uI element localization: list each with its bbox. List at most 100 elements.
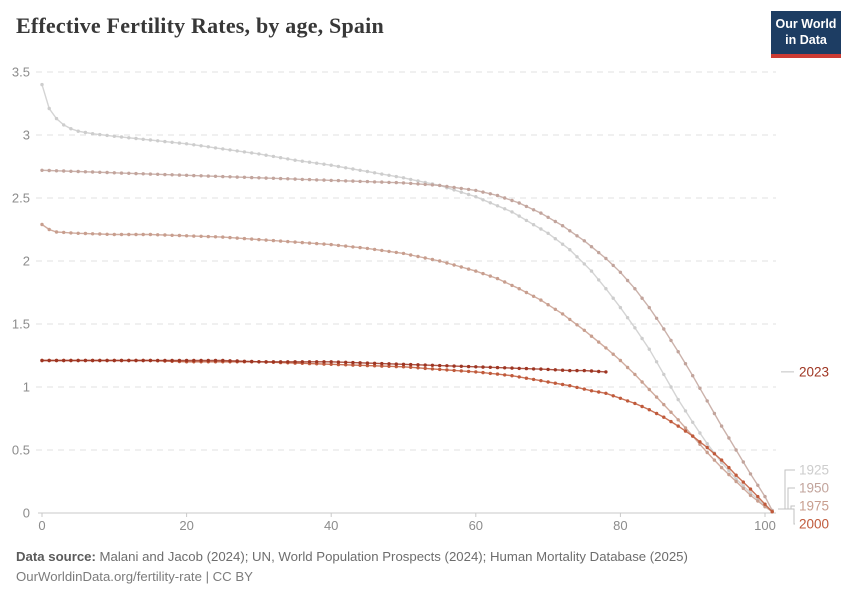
series-marker — [560, 368, 565, 372]
series-marker — [90, 132, 95, 136]
series-marker — [597, 390, 601, 394]
series-marker — [495, 193, 500, 198]
series-marker — [691, 434, 695, 438]
series-marker — [307, 177, 312, 182]
series-path-1950[interactable] — [41, 169, 773, 511]
series-marker — [474, 365, 478, 369]
data-source-label: Data source: — [16, 549, 96, 564]
series-marker — [430, 363, 435, 367]
series-marker — [734, 479, 738, 484]
series-marker — [40, 168, 44, 172]
series-marker — [741, 486, 745, 491]
series-marker — [553, 307, 557, 311]
series-marker — [47, 358, 51, 363]
series-marker — [582, 368, 586, 373]
series-marker — [531, 294, 536, 298]
series-marker — [481, 198, 485, 202]
series-marker — [336, 178, 341, 183]
series-marker — [676, 350, 680, 354]
series-marker — [105, 232, 109, 236]
series-marker — [734, 473, 738, 477]
series-marker — [748, 493, 753, 498]
series-marker — [416, 182, 420, 186]
series-marker — [517, 214, 521, 218]
series-marker — [430, 183, 435, 187]
line-series-2023[interactable] — [40, 358, 608, 374]
series-marker — [344, 179, 348, 183]
series-marker — [618, 305, 623, 310]
series-marker — [315, 360, 319, 364]
series-marker — [575, 385, 579, 390]
y-axis-tick-label: 3.5 — [12, 65, 30, 80]
series-marker — [192, 358, 196, 363]
series-marker — [148, 358, 153, 363]
series-marker — [300, 177, 304, 182]
series-marker — [170, 173, 174, 177]
legend-label-1925[interactable]: 1925 — [799, 463, 829, 478]
series-marker — [264, 238, 268, 242]
series-marker — [271, 360, 276, 364]
legend-label-2000[interactable]: 2000 — [799, 517, 829, 532]
series-marker — [683, 429, 688, 433]
legend-label-2023[interactable]: 2023 — [799, 364, 829, 379]
legend-connector-1925 — [778, 469, 795, 510]
series-marker — [76, 169, 80, 174]
series-marker — [625, 399, 630, 403]
series-marker — [315, 178, 319, 182]
line-series-1975[interactable] — [40, 222, 774, 514]
line-series-1925[interactable] — [40, 82, 774, 514]
series-path-1975[interactable] — [41, 223, 773, 513]
series-marker — [409, 365, 413, 369]
series-marker — [604, 287, 608, 291]
series-marker — [531, 208, 536, 212]
series-marker — [257, 152, 261, 156]
series-marker — [372, 364, 377, 368]
series-marker — [524, 366, 529, 371]
series-marker — [134, 232, 138, 237]
series-marker — [127, 232, 131, 237]
series-marker — [69, 127, 73, 131]
series-marker — [560, 242, 565, 246]
series-marker — [669, 410, 673, 414]
line-series-1950[interactable] — [40, 168, 774, 513]
series-path-1925[interactable] — [41, 84, 773, 513]
series-marker — [351, 245, 355, 249]
series-marker — [170, 233, 174, 237]
series-marker — [474, 188, 478, 193]
series-marker — [589, 389, 594, 393]
series-marker — [90, 170, 95, 174]
series-marker — [394, 174, 398, 179]
series-marker — [488, 371, 492, 376]
series-marker — [546, 303, 550, 307]
series-marker — [423, 182, 427, 187]
series-marker — [423, 256, 427, 260]
series-marker — [206, 234, 210, 239]
series-path-2000[interactable] — [42, 359, 773, 513]
series-marker — [568, 384, 572, 388]
line-series-2000[interactable] — [40, 358, 774, 514]
series-marker — [756, 494, 760, 499]
series-marker — [539, 379, 543, 383]
owid-logo[interactable]: Our World in Data — [771, 11, 841, 58]
series-marker — [727, 469, 731, 473]
legend-label-1950[interactable]: 1950 — [799, 481, 829, 496]
series-marker — [416, 366, 420, 370]
series-marker — [250, 175, 254, 180]
series-marker — [358, 168, 362, 172]
series-marker — [156, 139, 160, 143]
series-marker — [278, 156, 283, 160]
x-axis-tick-label: 0 — [38, 518, 45, 533]
series-marker — [481, 370, 485, 375]
series-marker — [568, 317, 572, 322]
x-axis-tick-label: 40 — [324, 518, 338, 533]
series-marker — [647, 408, 651, 412]
series-marker — [148, 172, 153, 176]
legend-label-1975[interactable]: 1975 — [799, 499, 829, 514]
series-marker — [62, 123, 66, 127]
series-marker — [141, 172, 145, 176]
series-marker — [90, 232, 95, 236]
series-marker — [633, 401, 637, 406]
series-marker — [228, 175, 232, 179]
series-marker — [322, 360, 326, 364]
series-marker — [119, 232, 124, 237]
